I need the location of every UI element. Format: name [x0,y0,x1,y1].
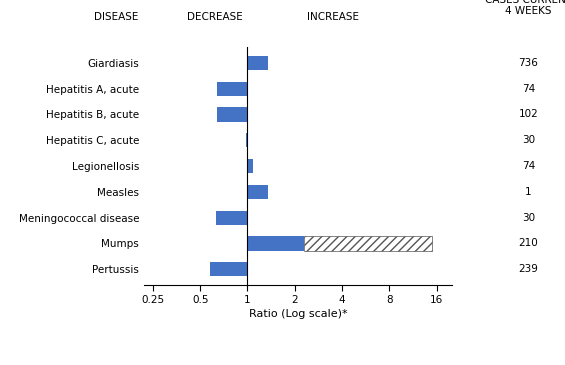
Bar [217,82,247,96]
X-axis label: Ratio (Log scale)*: Ratio (Log scale)* [249,309,347,319]
Bar [247,56,268,70]
Text: 102: 102 [519,110,538,119]
Bar [247,159,253,173]
Bar [217,107,247,122]
Text: CASES CURRENT
4 WEEKS: CASES CURRENT 4 WEEKS [485,0,565,16]
Text: 30: 30 [521,213,535,223]
Text: 1: 1 [525,187,532,197]
Text: 30: 30 [521,135,535,145]
Text: DISEASE: DISEASE [94,12,138,22]
Text: DECREASE: DECREASE [187,12,243,22]
Text: INCREASE: INCREASE [307,12,359,22]
Text: 736: 736 [518,58,538,68]
Bar [305,237,432,250]
Bar [246,133,247,147]
Bar [247,237,305,250]
Text: 210: 210 [519,238,538,249]
Bar [210,262,247,276]
Bar [247,185,268,199]
Bar [216,211,247,225]
Text: 74: 74 [521,161,535,171]
Text: 239: 239 [518,264,538,274]
Text: 74: 74 [521,84,535,94]
